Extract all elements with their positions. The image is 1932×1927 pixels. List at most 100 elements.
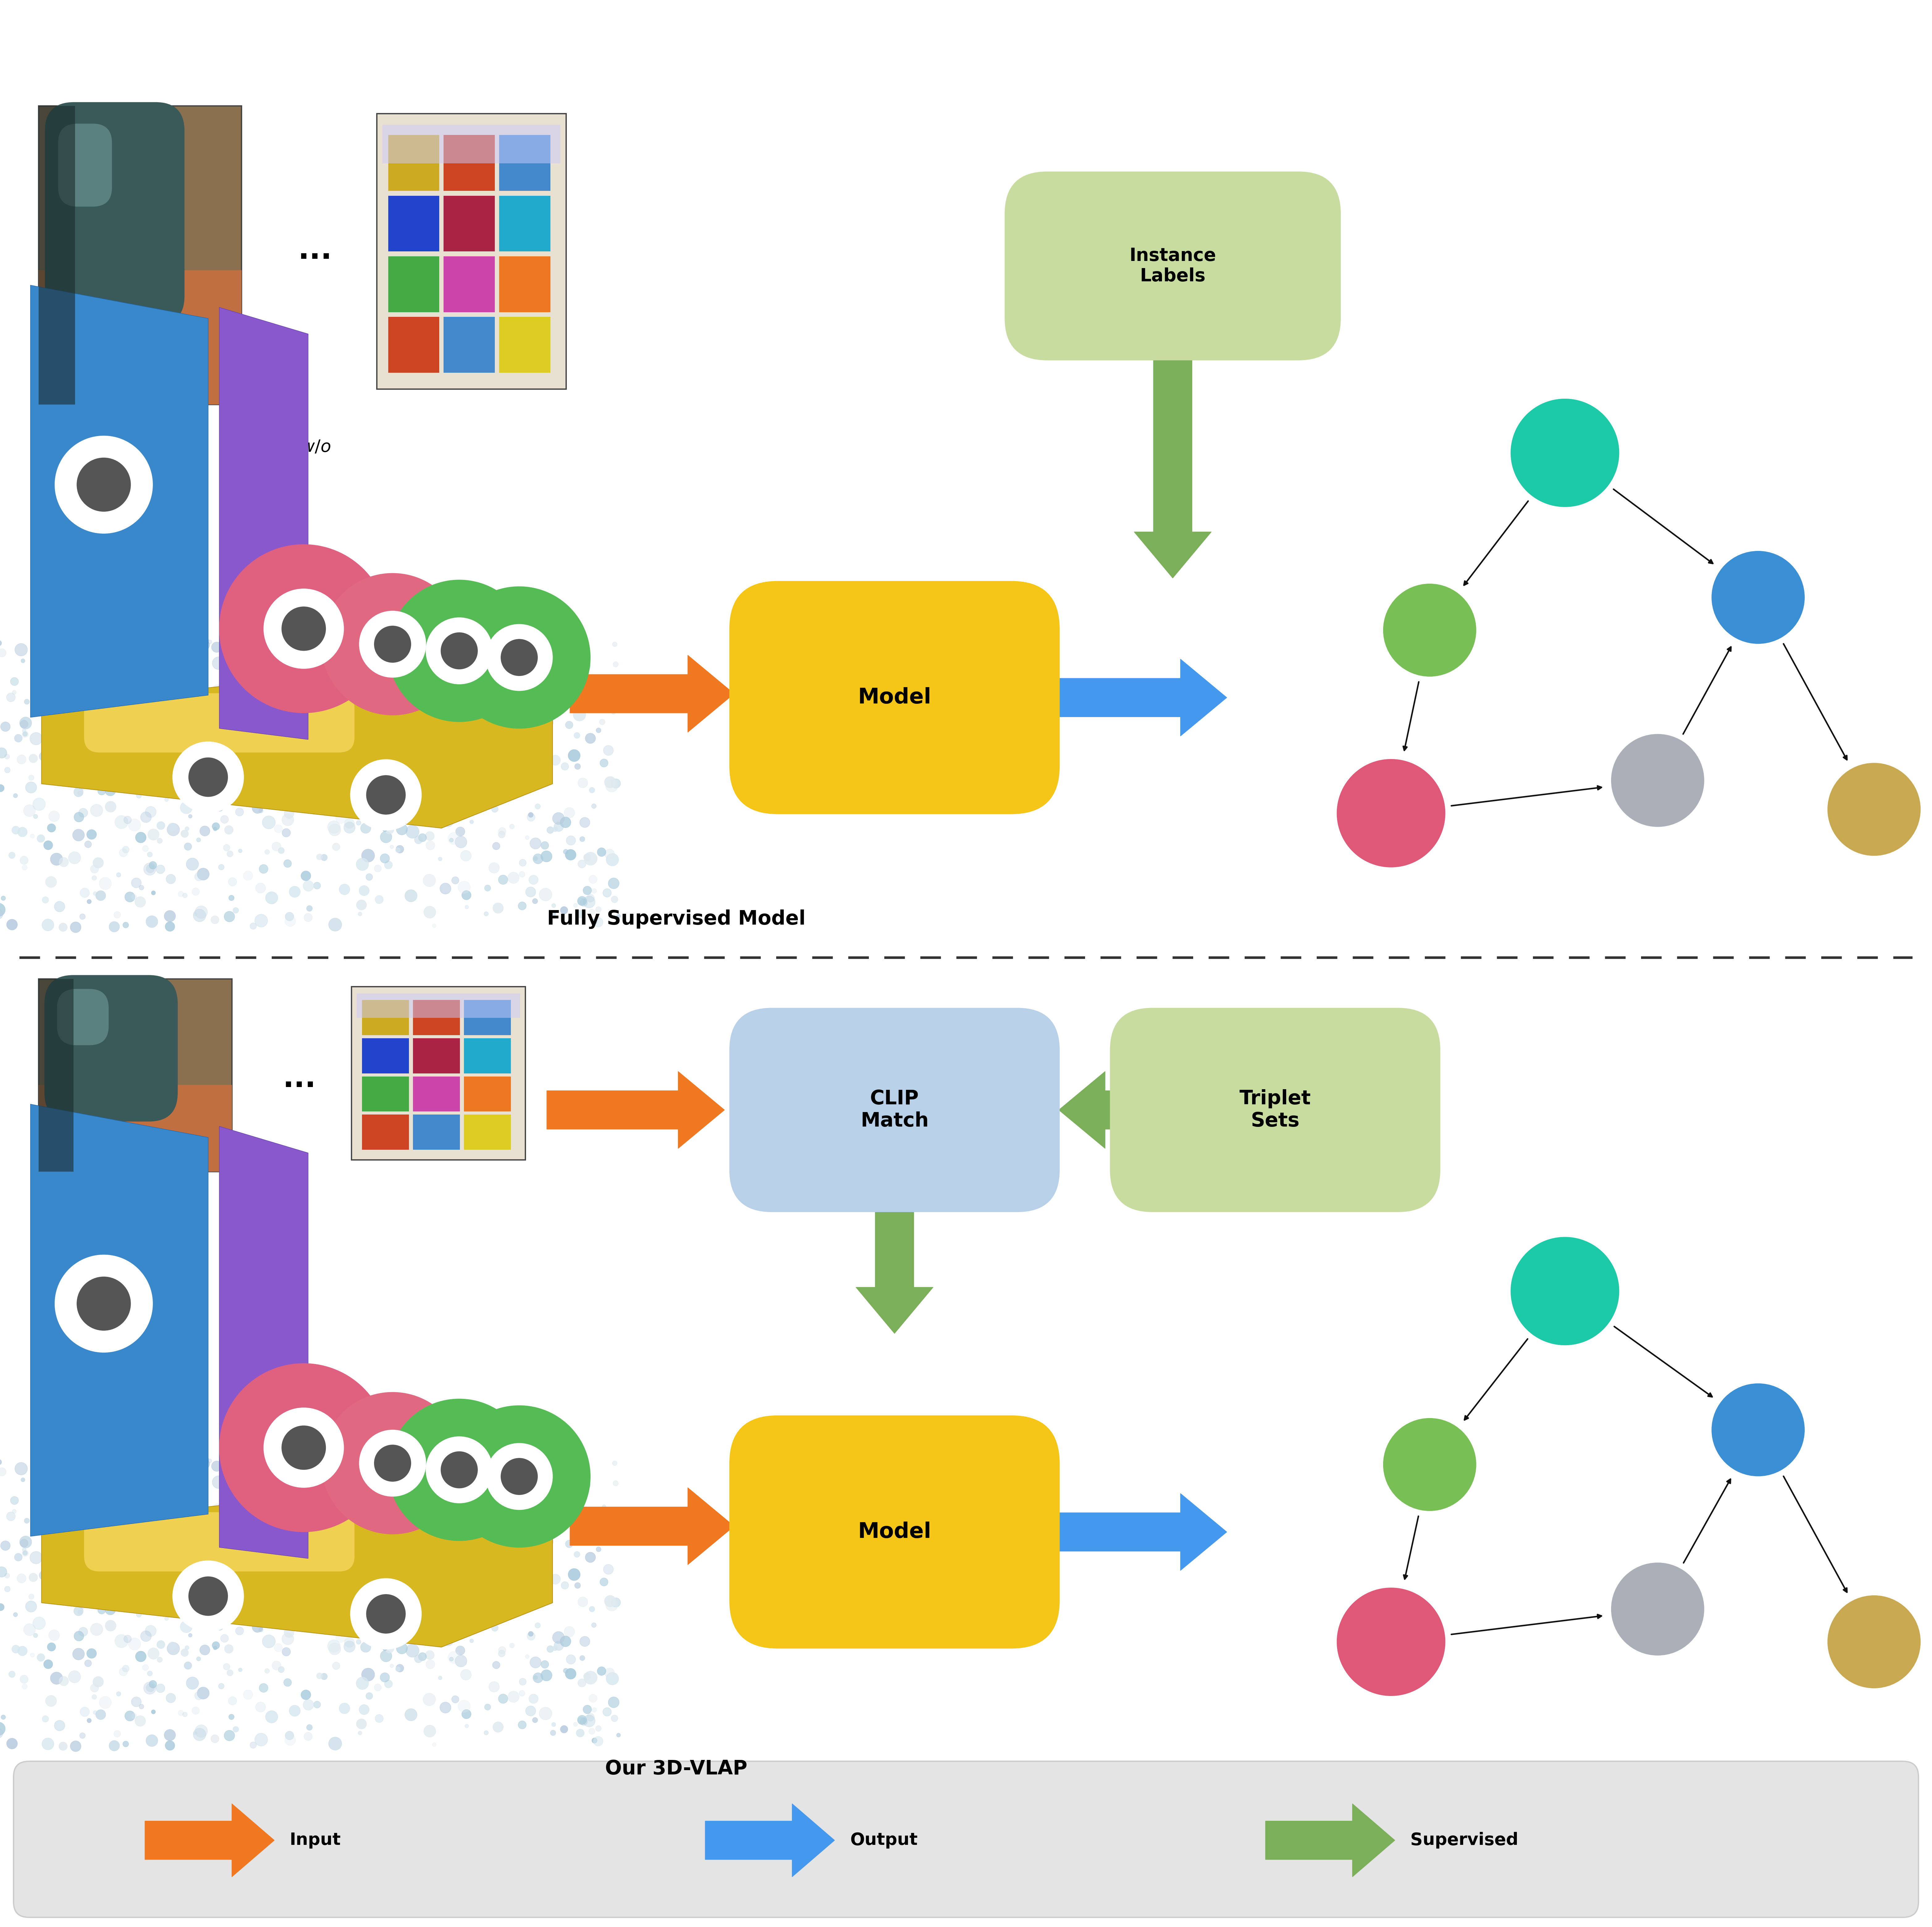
FancyBboxPatch shape [730, 1414, 1059, 1650]
FancyBboxPatch shape [413, 1077, 460, 1112]
Circle shape [533, 1528, 539, 1534]
Circle shape [73, 1565, 85, 1576]
Circle shape [440, 1451, 477, 1488]
Circle shape [439, 744, 444, 750]
Circle shape [213, 794, 222, 804]
Circle shape [500, 736, 512, 750]
Circle shape [240, 1511, 243, 1515]
Circle shape [560, 688, 572, 698]
Circle shape [180, 1597, 191, 1609]
Circle shape [589, 1694, 597, 1702]
Circle shape [493, 842, 500, 850]
Circle shape [564, 1626, 574, 1636]
Circle shape [298, 1551, 309, 1563]
Circle shape [265, 590, 344, 669]
Text: Triplet
Sets: Triplet Sets [1238, 1089, 1312, 1131]
Circle shape [99, 1607, 106, 1615]
Circle shape [52, 1522, 58, 1528]
Circle shape [497, 1499, 504, 1505]
Circle shape [145, 1517, 155, 1524]
Circle shape [508, 873, 520, 883]
Circle shape [560, 906, 568, 913]
Circle shape [185, 1528, 195, 1536]
Circle shape [249, 1571, 259, 1580]
Circle shape [603, 1707, 611, 1717]
Circle shape [4, 1572, 10, 1578]
Circle shape [574, 1528, 585, 1540]
Circle shape [301, 871, 311, 881]
FancyBboxPatch shape [388, 316, 439, 372]
Circle shape [77, 1609, 83, 1615]
Circle shape [189, 1634, 191, 1638]
Circle shape [410, 730, 413, 734]
FancyBboxPatch shape [444, 197, 495, 251]
Circle shape [93, 1711, 97, 1715]
Circle shape [1828, 763, 1920, 856]
Circle shape [104, 730, 112, 738]
Circle shape [520, 859, 526, 867]
Circle shape [33, 673, 39, 678]
Circle shape [209, 640, 213, 644]
Circle shape [553, 813, 564, 825]
Polygon shape [218, 1125, 309, 1559]
Circle shape [574, 1551, 580, 1557]
Circle shape [603, 1505, 607, 1509]
Circle shape [87, 900, 91, 904]
Circle shape [70, 921, 81, 933]
Circle shape [6, 694, 15, 701]
Circle shape [249, 1742, 257, 1748]
Circle shape [147, 1501, 155, 1507]
Circle shape [249, 923, 257, 929]
Circle shape [292, 694, 299, 701]
Circle shape [220, 1490, 232, 1501]
Circle shape [437, 638, 442, 646]
Circle shape [19, 856, 29, 865]
Circle shape [114, 1730, 120, 1736]
Circle shape [29, 1594, 35, 1599]
Circle shape [406, 890, 417, 902]
Circle shape [232, 1586, 236, 1590]
Circle shape [560, 817, 570, 829]
FancyBboxPatch shape [464, 1114, 510, 1150]
Circle shape [178, 1601, 182, 1605]
Circle shape [195, 1609, 199, 1615]
Circle shape [195, 1725, 207, 1738]
Circle shape [560, 1507, 572, 1517]
Circle shape [211, 1734, 218, 1742]
Circle shape [259, 1628, 263, 1632]
Circle shape [164, 921, 174, 931]
Circle shape [589, 875, 597, 883]
Circle shape [543, 757, 549, 763]
Circle shape [147, 865, 155, 873]
Circle shape [21, 1684, 27, 1690]
Circle shape [500, 755, 508, 763]
Circle shape [485, 884, 491, 890]
Circle shape [340, 1703, 350, 1713]
Circle shape [479, 1490, 487, 1497]
Circle shape [456, 1655, 468, 1667]
Circle shape [390, 1665, 394, 1667]
Circle shape [185, 827, 189, 831]
Circle shape [375, 1497, 388, 1509]
Circle shape [147, 757, 153, 763]
Circle shape [292, 684, 303, 696]
Circle shape [39, 1457, 43, 1461]
Circle shape [197, 1565, 209, 1576]
Circle shape [583, 1673, 591, 1680]
Circle shape [495, 723, 500, 728]
Circle shape [149, 829, 158, 840]
Circle shape [126, 1584, 133, 1590]
Circle shape [185, 1646, 189, 1650]
Circle shape [375, 1626, 388, 1638]
Circle shape [278, 848, 284, 854]
Circle shape [367, 1553, 377, 1563]
Circle shape [510, 705, 520, 713]
Circle shape [23, 732, 27, 736]
Circle shape [160, 788, 168, 796]
Circle shape [332, 844, 340, 850]
Text: Instance
Labels: Instance Labels [1130, 247, 1215, 285]
Circle shape [495, 1542, 500, 1547]
Circle shape [576, 673, 580, 676]
FancyBboxPatch shape [730, 1008, 1059, 1212]
Circle shape [191, 888, 199, 896]
